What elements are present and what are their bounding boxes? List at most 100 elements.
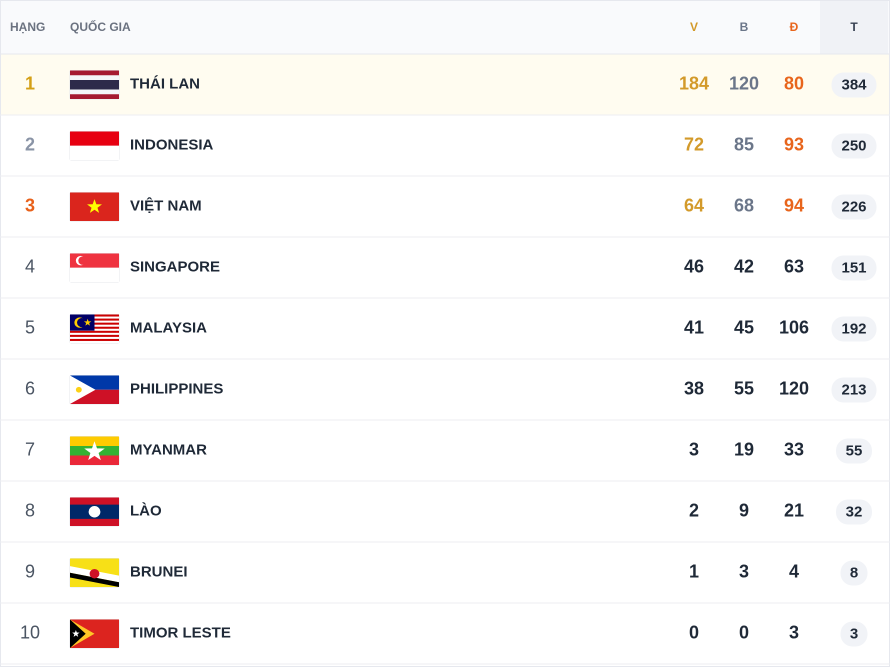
gold-count: 64 bbox=[684, 195, 704, 215]
gold-count: 0 bbox=[689, 622, 699, 642]
bronze-count: 3 bbox=[789, 622, 799, 642]
total-pill bbox=[840, 560, 868, 586]
total-pill bbox=[831, 255, 877, 281]
flag-shape bbox=[70, 455, 119, 465]
rank: 3 bbox=[25, 195, 35, 215]
gold-count: 38 bbox=[684, 378, 704, 398]
gold-count: 41 bbox=[684, 317, 704, 337]
flag-shape bbox=[70, 330, 119, 333]
country-name: TIMOR LESTE bbox=[130, 624, 231, 641]
flag-shape bbox=[70, 267, 119, 282]
gold-count: 2 bbox=[689, 500, 699, 520]
country-name: MALAYSIA bbox=[130, 319, 207, 336]
flag-shape bbox=[70, 375, 96, 404]
silver-count: 42 bbox=[734, 256, 754, 276]
header-bg bbox=[1, 1, 889, 54]
flag-shape bbox=[70, 338, 119, 341]
flag-shape bbox=[75, 386, 82, 393]
total-pill bbox=[831, 194, 877, 220]
flag-shape bbox=[88, 506, 101, 518]
silver-count: 45 bbox=[734, 317, 754, 337]
total-count: 226 bbox=[841, 198, 866, 215]
rank: 5 bbox=[25, 317, 35, 337]
rank: 6 bbox=[25, 378, 35, 398]
silver-count: 68 bbox=[734, 195, 754, 215]
rank: 10 bbox=[20, 622, 40, 642]
flag-shape bbox=[70, 80, 119, 90]
bronze-count: 93 bbox=[784, 134, 804, 154]
rank: 1 bbox=[25, 73, 35, 93]
rank: 8 bbox=[25, 500, 35, 520]
bronze-header: Đ bbox=[790, 20, 799, 34]
flag-shape bbox=[83, 318, 92, 326]
total-count: 213 bbox=[841, 381, 866, 398]
total-pill bbox=[836, 499, 872, 525]
country-name: MYANMAR bbox=[130, 441, 207, 458]
flag bbox=[69, 131, 120, 161]
gold-count: 184 bbox=[679, 73, 709, 93]
total-pill bbox=[840, 621, 868, 647]
gold-header: V bbox=[690, 20, 698, 34]
flag-shape bbox=[78, 256, 88, 265]
flag bbox=[69, 253, 120, 283]
flag-shape bbox=[89, 568, 100, 579]
gold-count: 1 bbox=[689, 561, 699, 581]
gold-count: 46 bbox=[684, 256, 704, 276]
rank: 2 bbox=[25, 134, 35, 154]
silver-count: 85 bbox=[734, 134, 754, 154]
bronze-count: 21 bbox=[784, 500, 804, 520]
country-name: PHILIPPINES bbox=[130, 380, 223, 397]
flag bbox=[69, 497, 120, 527]
flag bbox=[69, 70, 120, 100]
rank-header: HẠNG bbox=[10, 20, 45, 34]
silver-header: B bbox=[740, 20, 749, 34]
bronze-count: 94 bbox=[784, 195, 804, 215]
flag-shape bbox=[87, 199, 102, 213]
country-name: VIỆT NAM bbox=[130, 196, 202, 214]
silver-count: 0 bbox=[739, 622, 749, 642]
flag-shape bbox=[70, 572, 119, 587]
total-count: 250 bbox=[841, 137, 866, 154]
total-pill bbox=[836, 438, 872, 464]
total-pill bbox=[831, 72, 877, 98]
flag bbox=[69, 192, 120, 222]
bronze-count: 106 bbox=[779, 317, 809, 337]
silver-count: 120 bbox=[729, 73, 759, 93]
gold-count: 3 bbox=[689, 439, 699, 459]
total-count: 3 bbox=[850, 625, 858, 642]
country-header: QUỐC GIA bbox=[70, 19, 131, 34]
flag-shape bbox=[77, 318, 87, 328]
total-header: T bbox=[850, 20, 858, 34]
bronze-count: 63 bbox=[784, 256, 804, 276]
flag bbox=[69, 436, 120, 466]
rank: 9 bbox=[25, 561, 35, 581]
country-name: BRUNEI bbox=[130, 563, 188, 580]
silver-count: 19 bbox=[734, 439, 754, 459]
total-pill bbox=[831, 377, 877, 403]
flag bbox=[69, 314, 120, 344]
flag-shape bbox=[70, 131, 119, 146]
total-count: 151 bbox=[841, 259, 866, 276]
rank: 4 bbox=[25, 256, 35, 276]
flag-shape bbox=[70, 145, 119, 160]
silver-count: 3 bbox=[739, 561, 749, 581]
silver-count: 55 bbox=[734, 378, 754, 398]
rank: 7 bbox=[25, 439, 35, 459]
total-header-bg bbox=[820, 1, 888, 54]
flag bbox=[69, 375, 120, 405]
total-count: 32 bbox=[846, 503, 863, 520]
silver-count: 9 bbox=[739, 500, 749, 520]
total-count: 192 bbox=[841, 320, 866, 337]
total-pill bbox=[831, 133, 877, 159]
flag-shape bbox=[84, 441, 105, 461]
total-count: 8 bbox=[850, 564, 858, 581]
total-count: 55 bbox=[846, 442, 863, 459]
country-name: SINGAPORE bbox=[130, 258, 220, 275]
total-count: 384 bbox=[841, 76, 867, 93]
flag bbox=[69, 558, 120, 588]
row-highlight bbox=[1, 54, 889, 115]
total-pill bbox=[831, 316, 877, 342]
bronze-count: 80 bbox=[784, 73, 804, 93]
